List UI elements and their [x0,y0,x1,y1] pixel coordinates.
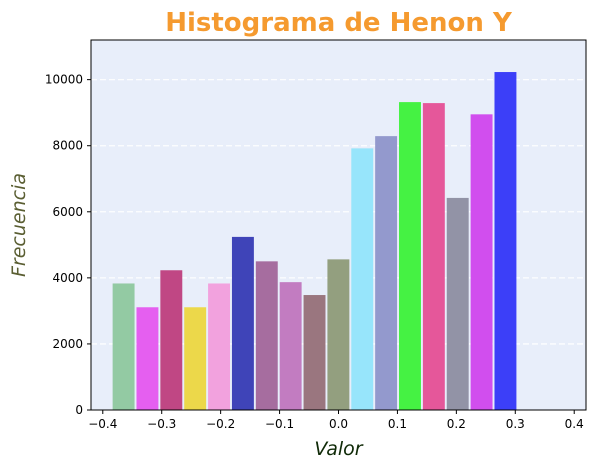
bars [112,72,517,411]
histogram-bar [351,148,374,410]
histogram-bar [136,307,159,410]
y-tick-label: 4000 [52,271,83,285]
histogram-bar [112,283,135,410]
histogram-bar [303,295,326,410]
x-axis: −0.4 −0.3 −0.2 −0.1 0.0 0.1 0.2 0.3 0.4 [88,410,584,431]
y-axis-label: Frecuencia [8,173,30,277]
histogram-bar [279,282,302,410]
histogram-bar [446,197,469,410]
histogram-bar [375,136,398,411]
x-tick-label: −0.1 [265,417,294,431]
y-tick-label: 2000 [52,337,83,351]
histogram-bar [399,102,421,410]
x-tick-label: −0.2 [206,417,235,431]
x-tick-label: 0.0 [329,417,348,431]
x-axis-label: Valor [314,438,363,460]
histogram-bar [255,261,278,410]
x-tick-label: −0.4 [88,417,117,431]
histogram-bar [422,103,445,411]
y-tick-label: 10000 [45,73,83,87]
x-tick-label: 0.2 [447,417,466,431]
x-tick-label: −0.3 [147,417,176,431]
histogram-bar [231,236,254,410]
histogram-bar [184,307,207,410]
y-tick-label: 6000 [52,205,83,219]
x-tick-label: 0.1 [388,417,407,431]
chart-title: Histograma de Henon Y [165,8,513,38]
x-tick-label: 0.4 [565,417,584,431]
histogram-bar [208,283,231,410]
histogram-bar [327,259,350,410]
y-tick-label: 0 [75,403,83,417]
histogram-bar [494,72,517,410]
histogram-bar [470,114,493,411]
x-tick-label: 0.3 [506,417,525,431]
plot-frame [90,39,587,411]
histogram-bar [160,270,183,410]
y-axis: 0 2000 4000 6000 8000 10000 [45,73,91,417]
y-tick-label: 8000 [52,139,83,153]
